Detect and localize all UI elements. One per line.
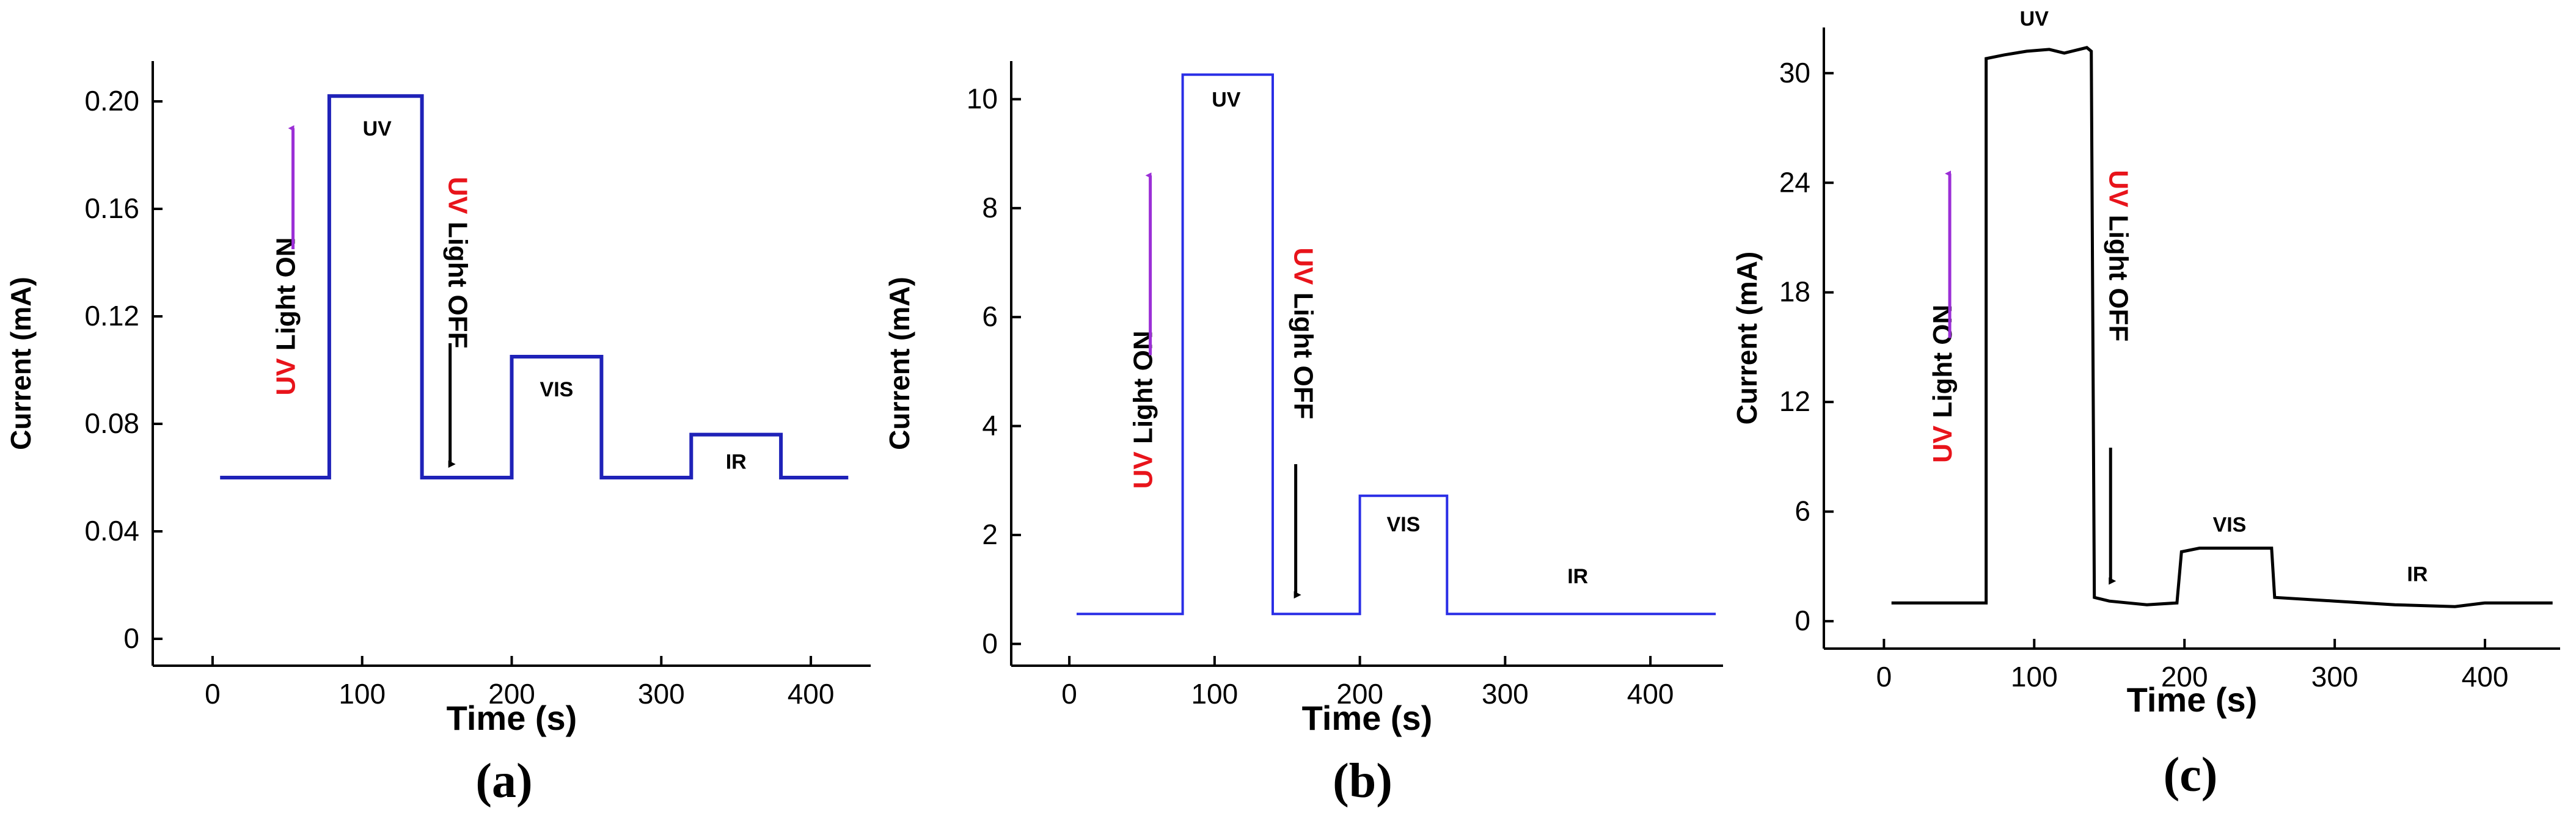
x-tick-label: 100 xyxy=(338,678,386,710)
uv-text: UV xyxy=(271,358,301,396)
y-axis-title: Current (mA) xyxy=(1731,252,1763,425)
light-off-text: Light OFF xyxy=(1289,285,1319,420)
y-tick-label: 0.16 xyxy=(84,192,139,224)
panel-label: (a) xyxy=(475,754,532,808)
light-on-text: Light ON xyxy=(1928,305,1958,426)
annotation-ir-label: IR xyxy=(726,451,747,474)
annotation-ir-label: IR xyxy=(2407,562,2428,586)
x-tick-label: 0 xyxy=(1061,678,1077,710)
light-off-text: Light OFF xyxy=(2103,207,2133,341)
series-line-photocurrent xyxy=(1077,73,1716,616)
y-tick-label: 0 xyxy=(123,622,139,654)
panel-a-chart: 0 0.04 0.08 0.12 0.16 0.20 0 100 200 300 400 Time (… xyxy=(5,61,871,808)
light-on-text: Light ON xyxy=(271,237,301,358)
y-tick-label: 0 xyxy=(1795,605,1810,636)
annotation-vis-label: VIS xyxy=(540,378,574,401)
uv-text: UV xyxy=(1129,451,1158,489)
x-tick-label: 300 xyxy=(638,678,685,710)
y-tick-label: 0.12 xyxy=(84,300,139,332)
y-tick-label: 4 xyxy=(982,410,998,442)
y-tick-label: 24 xyxy=(1779,166,1810,198)
x-tick-label: 0 xyxy=(1876,661,1892,693)
y-axis-title: Current (mA) xyxy=(884,277,915,450)
annotation-uv-label: UV xyxy=(1212,88,1241,111)
x-tick-label: 400 xyxy=(788,678,835,710)
x-tick-label: 200 xyxy=(1336,678,1383,710)
x-tick-label: 100 xyxy=(1191,678,1238,710)
uv-text: UV xyxy=(1928,425,1958,463)
annotation-uv-label: UV xyxy=(2020,7,2049,31)
uv-text: UV xyxy=(2103,170,2133,208)
y-tick-label: 0 xyxy=(982,627,998,659)
x-tick-label: 300 xyxy=(1482,678,1529,710)
light-on-text: Light ON xyxy=(1129,330,1158,451)
x-tick-label: 100 xyxy=(2011,661,2058,693)
uv-text: UV xyxy=(1289,247,1319,285)
light-off-text: Light OFF xyxy=(443,214,473,349)
y-tick-label: 6 xyxy=(982,300,998,332)
x-tick-label: 200 xyxy=(2161,661,2208,693)
uv-light-on-label: UV Light ON xyxy=(271,237,301,395)
annotation-ir-label: IR xyxy=(1567,565,1588,588)
annotation-vis-label: VIS xyxy=(2213,514,2247,537)
y-tick-label: 8 xyxy=(982,192,998,224)
x-axis-title: Time (s) xyxy=(1302,699,1433,737)
x-axis-title: Time (s) xyxy=(2127,680,2258,719)
uv-light-off-label: UV Light OFF xyxy=(443,177,473,348)
panel-label: (c) xyxy=(2164,748,2218,802)
x-tick-label: 400 xyxy=(1627,678,1674,710)
uv-text: UV xyxy=(443,177,473,214)
uv-light-off-label: UV Light OFF xyxy=(2103,170,2133,341)
y-tick-label: 0.04 xyxy=(84,515,139,547)
x-tick-label: 0 xyxy=(205,678,221,710)
series-line-photocurrent xyxy=(220,94,849,479)
y-tick-label: 30 xyxy=(1779,57,1810,89)
y-tick-label: 12 xyxy=(1779,385,1810,417)
x-axis-title: Time (s) xyxy=(447,699,577,737)
y-tick-label: 6 xyxy=(1795,495,1810,527)
series-line-photocurrent xyxy=(1891,46,2553,608)
y-tick-label: 0.20 xyxy=(84,85,139,117)
uv-light-on-label: UV Light ON xyxy=(1129,330,1158,489)
annotation-uv-label: UV xyxy=(363,117,392,140)
y-tick-label: 0.08 xyxy=(84,407,139,439)
uv-light-off-label: UV Light OFF xyxy=(1289,247,1319,419)
x-tick-label: 400 xyxy=(2462,661,2509,693)
x-tick-label: 300 xyxy=(2311,661,2358,693)
y-tick-label: 2 xyxy=(982,519,998,550)
uv-light-on-label: UV Light ON xyxy=(1928,305,1958,463)
y-tick-label: 10 xyxy=(967,82,998,114)
panel-label: (b) xyxy=(1333,754,1392,808)
x-tick-label: 200 xyxy=(488,678,535,710)
y-tick-label: 18 xyxy=(1779,276,1810,308)
y-axis-title: Current (mA) xyxy=(5,277,37,450)
annotation-vis-label: VIS xyxy=(1387,513,1421,536)
